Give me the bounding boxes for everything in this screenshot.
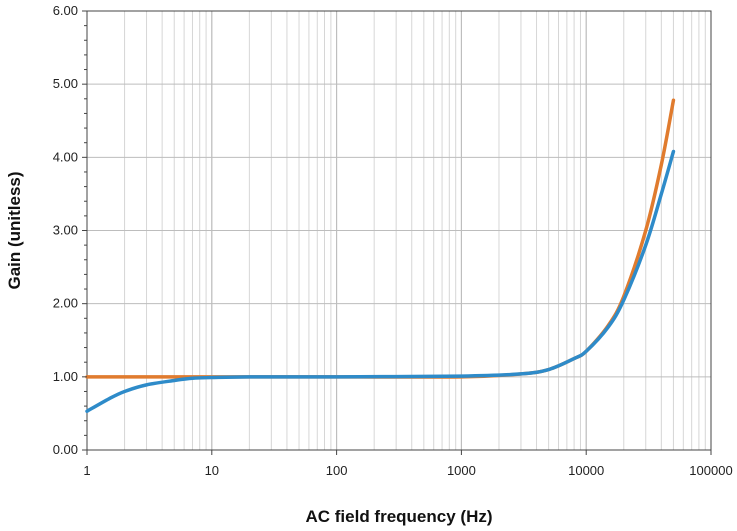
y-axis-ticks: 0.00 1.00 2.00 3.00 4.00 5.00 6.00 [53,3,87,457]
x-tick-label: 10 [205,463,219,478]
y-tick-label: 0.00 [53,442,78,457]
x-tick-label: 100 [326,463,348,478]
x-axis-ticks: 1 10 100 1000 10000 100000 [83,450,733,478]
y-tick-label: 1.00 [53,369,78,384]
grid [86,10,712,451]
y-axis-title: Gain (unitless) [5,171,24,289]
series-line-1 [85,98,676,379]
y-tick-label: 2.00 [53,296,78,311]
x-tick-label: 1 [83,463,90,478]
series-line-2 [85,149,676,413]
y-tick-label: 5.00 [53,76,78,91]
y-tick-label: 4.00 [53,149,78,164]
x-tick-label: 1000 [447,463,476,478]
series-layer [85,98,676,413]
x-axis-title: AC field frequency (Hz) [305,507,492,526]
y-tick-label: 3.00 [53,223,78,238]
x-tick-label: 10000 [568,463,604,478]
y-tick-label: 6.00 [53,3,78,18]
x-tick-label: 100000 [689,463,732,478]
